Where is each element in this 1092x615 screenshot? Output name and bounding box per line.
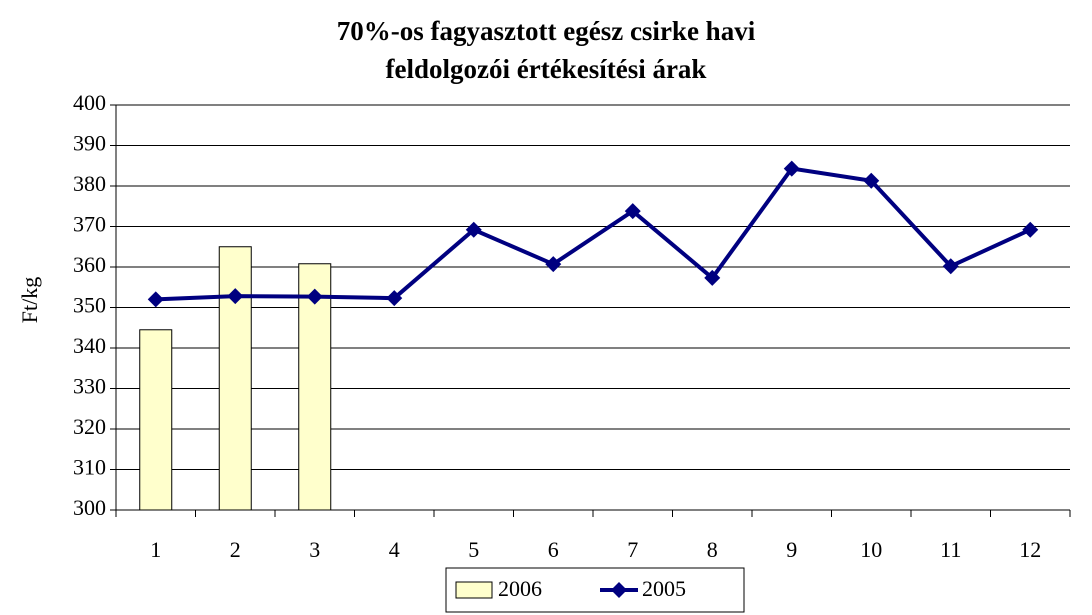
x-tick-label: 9	[786, 537, 797, 562]
y-tick-label: 300	[73, 495, 106, 520]
y-tick-label: 340	[73, 333, 106, 358]
y-tick-label: 360	[73, 252, 106, 277]
x-tick-label: 8	[707, 537, 718, 562]
x-tick-label: 4	[389, 537, 400, 562]
point	[1022, 221, 1039, 238]
y-tick-label: 400	[73, 90, 106, 115]
legend-label: 2005	[642, 576, 686, 601]
y-tick-label: 330	[73, 374, 106, 399]
x-tick-label: 10	[860, 537, 882, 562]
point	[227, 288, 244, 305]
y-tick-label: 370	[73, 212, 106, 237]
y-tick-label: 320	[73, 414, 106, 439]
y-tick-label: 390	[73, 131, 106, 156]
point	[465, 221, 482, 238]
bar	[139, 329, 173, 511]
line	[155, 166, 1032, 302]
point	[942, 258, 959, 275]
bar	[298, 263, 332, 511]
legend-swatch	[455, 581, 493, 599]
point	[545, 256, 562, 273]
point	[147, 291, 164, 308]
x-tick-label: 5	[468, 537, 479, 562]
y-tick-label: 310	[73, 455, 106, 480]
legend-label: 2006	[498, 576, 542, 601]
chart-title: 70%-os fagyasztott egész csirke havi fel…	[336, 16, 756, 84]
point	[863, 172, 880, 189]
x-tick-label: 1	[150, 537, 161, 562]
point	[624, 203, 641, 220]
point	[386, 290, 403, 307]
legend-box	[445, 567, 745, 613]
point	[783, 160, 800, 177]
y-tick-label: 350	[73, 293, 106, 318]
point	[306, 288, 323, 305]
y-tick-label: 380	[73, 171, 106, 196]
x-tick-label: 11	[940, 537, 961, 562]
x-tick-label: 7	[627, 537, 638, 562]
x-tick-label: 12	[1019, 537, 1041, 562]
legend-marker	[611, 582, 627, 598]
bar	[218, 246, 252, 511]
x-tick-label: 2	[230, 537, 241, 562]
x-tick-label: 6	[548, 537, 559, 562]
point	[704, 269, 721, 286]
x-tick-label: 3	[309, 537, 320, 562]
y-axis-label: Ft/kg	[17, 277, 42, 323]
